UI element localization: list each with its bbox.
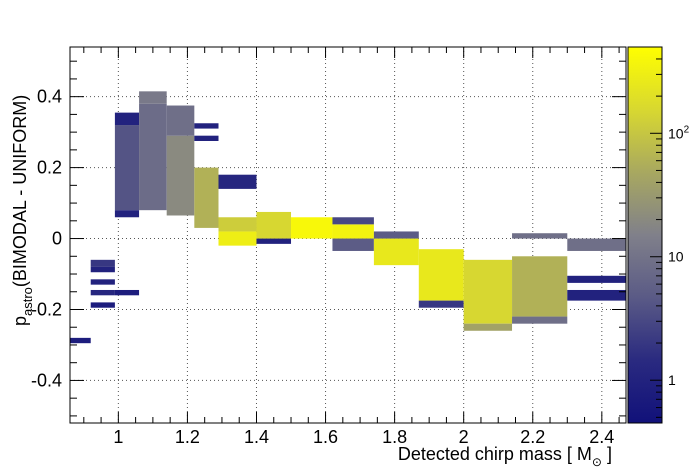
y-tick-label: 0.2 — [37, 158, 62, 178]
heatmap-cell — [463, 259, 513, 324]
x-tick-label: 2.4 — [589, 427, 614, 447]
heatmap-cell — [166, 135, 195, 216]
heatmap-cell — [90, 259, 115, 267]
x-tick-label: 1.4 — [244, 427, 269, 447]
y-tick-label: 0 — [52, 229, 62, 249]
heatmap-cell — [373, 238, 419, 266]
x-tick-label: 1 — [113, 427, 123, 447]
y-axis-ticks: -0.4 -0.2 0 0.2 0.4 — [31, 60, 626, 417]
y-axis-title: pastro(BIMODAL - UNIFORM) — [10, 95, 35, 326]
heatmap-cells — [70, 91, 626, 344]
heatmap-cell — [70, 337, 91, 344]
heatmap-cell — [463, 323, 513, 331]
heatmap-cell — [114, 289, 140, 296]
x-tick-label: 1.2 — [175, 427, 200, 447]
colorbar: 1 10 102 — [627, 46, 690, 424]
heatmap-cell — [139, 103, 167, 211]
x-tick-label: 2 — [459, 427, 469, 447]
heatmap-cell — [512, 316, 568, 324]
heatmap-cell — [373, 231, 419, 239]
colorbar-label: 102 — [668, 124, 690, 141]
heatmap-cell — [194, 167, 219, 228]
y-tick-label: 0.4 — [37, 87, 62, 107]
heatmap-cell — [139, 91, 167, 104]
x-tick-label: 1.8 — [382, 427, 407, 447]
heatmap-cell — [90, 279, 115, 285]
y-tick-label: -0.4 — [31, 370, 62, 390]
colorbar-label: 1 — [668, 372, 676, 388]
heatmap-cell — [567, 238, 626, 251]
heatmap-cell — [90, 302, 115, 308]
y-tick-label: -0.2 — [31, 299, 62, 319]
heatmap-cell — [90, 289, 115, 296]
plot-frame — [69, 46, 627, 424]
heatmap-cell — [166, 105, 195, 136]
heatmap-cell — [256, 238, 292, 244]
heatmap-cell — [194, 123, 219, 129]
heatmap-cell — [114, 210, 140, 218]
heatmap-cell — [218, 231, 257, 246]
heatmap-cell — [332, 217, 374, 225]
heatmap-cell — [90, 266, 115, 273]
heatmap-cell — [218, 217, 257, 232]
heatmap-cell — [114, 125, 140, 211]
heatmap-cell — [332, 238, 374, 251]
x-tick-label: 2.2 — [520, 427, 545, 447]
heatmap-cell — [512, 256, 568, 317]
colorbar-gradient — [628, 47, 662, 423]
heatmap-cell — [256, 211, 292, 239]
heatmap-cell — [418, 249, 464, 301]
colorbar-frame — [627, 46, 663, 424]
heatmap-cell — [512, 233, 568, 239]
heatmap-cell — [418, 300, 464, 308]
heatmap-cell — [114, 112, 140, 126]
x-tick-label: 1.6 — [313, 427, 338, 447]
heatmap-cell — [218, 174, 257, 189]
colorbar-label: 10 — [668, 249, 684, 265]
heatmap-cell — [567, 275, 626, 283]
heatmap-cell — [194, 135, 219, 141]
x-axis-title: Detected chirp mass [ M⊙ ] — [398, 444, 612, 469]
heatmap-cell — [291, 217, 333, 239]
x-axis-ticks: 1 1.2 1.4 1.6 1.8 2 2.2 2.4 — [83, 47, 620, 447]
heatmap-cell — [567, 289, 626, 301]
heatmap-cell — [332, 224, 374, 239]
